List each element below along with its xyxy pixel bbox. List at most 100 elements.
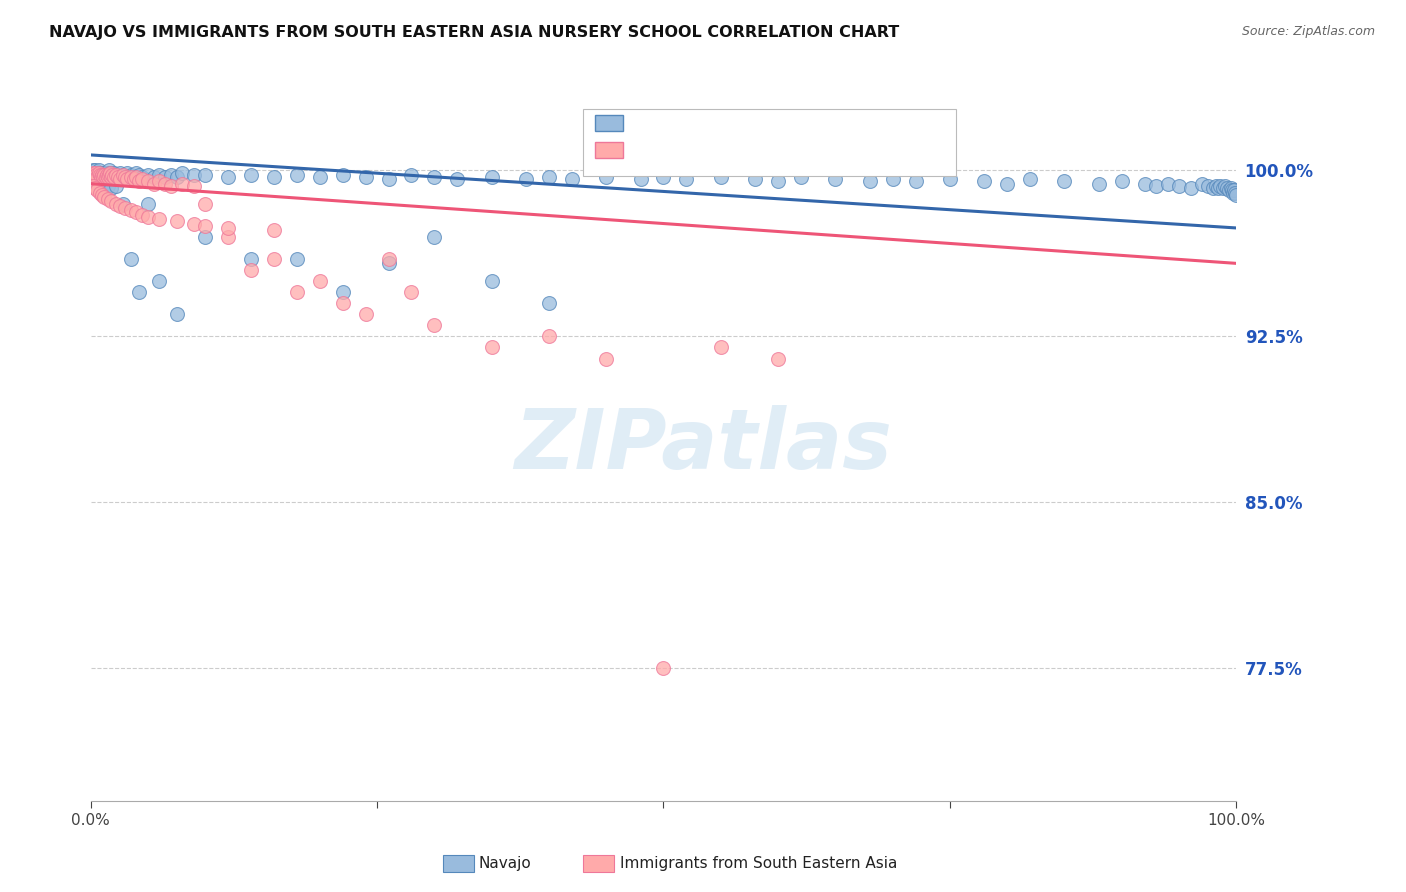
Point bbox=[285, 252, 308, 266]
Point bbox=[859, 174, 882, 188]
Point bbox=[94, 169, 117, 184]
Point bbox=[217, 169, 239, 184]
Point bbox=[790, 169, 813, 184]
Point bbox=[1168, 178, 1191, 193]
Point bbox=[354, 169, 377, 184]
Point bbox=[91, 168, 114, 182]
Point bbox=[652, 169, 675, 184]
Point bbox=[122, 172, 145, 186]
Point bbox=[1019, 172, 1042, 186]
Point bbox=[86, 177, 108, 191]
Point bbox=[100, 194, 122, 209]
Point bbox=[377, 252, 399, 266]
Point bbox=[166, 169, 188, 184]
Point bbox=[194, 229, 217, 244]
Point bbox=[423, 229, 446, 244]
Point bbox=[114, 169, 136, 184]
Point bbox=[1225, 187, 1247, 202]
Point bbox=[136, 196, 159, 211]
Point bbox=[91, 169, 114, 184]
Point bbox=[159, 178, 181, 193]
Point bbox=[1180, 181, 1202, 195]
Point bbox=[87, 163, 110, 178]
Point bbox=[240, 168, 263, 182]
Point bbox=[98, 166, 121, 180]
Point bbox=[595, 351, 617, 366]
Point bbox=[100, 168, 122, 182]
Point bbox=[1088, 177, 1111, 191]
Point bbox=[82, 166, 104, 180]
Point bbox=[90, 169, 112, 184]
Point bbox=[110, 199, 132, 213]
Text: ZIPatlas: ZIPatlas bbox=[515, 406, 891, 486]
Point bbox=[128, 168, 150, 182]
Point bbox=[111, 168, 134, 182]
Point bbox=[97, 192, 120, 206]
Point bbox=[110, 172, 132, 186]
Point bbox=[159, 168, 181, 182]
Point bbox=[481, 341, 503, 355]
Point bbox=[86, 168, 108, 182]
Point bbox=[86, 183, 108, 197]
Point bbox=[97, 163, 120, 178]
Point bbox=[107, 169, 129, 184]
Point bbox=[89, 166, 111, 180]
Point bbox=[652, 661, 675, 675]
Point bbox=[104, 196, 127, 211]
Point bbox=[183, 168, 205, 182]
Point bbox=[423, 169, 446, 184]
Point bbox=[285, 168, 308, 182]
Point bbox=[103, 169, 125, 184]
Point bbox=[136, 210, 159, 224]
Point bbox=[122, 169, 145, 184]
Point bbox=[1197, 178, 1219, 193]
Point bbox=[97, 168, 120, 182]
Point bbox=[194, 219, 217, 233]
Point bbox=[194, 168, 217, 182]
Point bbox=[131, 172, 153, 186]
Point bbox=[166, 214, 188, 228]
Point bbox=[377, 172, 399, 186]
Point bbox=[973, 174, 995, 188]
Point bbox=[1111, 174, 1133, 188]
Point bbox=[537, 296, 560, 310]
Point bbox=[240, 252, 263, 266]
Text: NAVAJO VS IMMIGRANTS FROM SOUTH EASTERN ASIA NURSERY SCHOOL CORRELATION CHART: NAVAJO VS IMMIGRANTS FROM SOUTH EASTERN … bbox=[49, 25, 900, 40]
Point bbox=[89, 168, 111, 182]
Point bbox=[117, 172, 139, 186]
Text: Navajo: Navajo bbox=[478, 856, 531, 871]
Point bbox=[172, 166, 194, 180]
Point bbox=[100, 169, 122, 184]
Point bbox=[194, 196, 217, 211]
Point bbox=[515, 172, 537, 186]
Point bbox=[166, 307, 188, 321]
Point bbox=[148, 174, 170, 188]
Point bbox=[101, 169, 124, 184]
Point bbox=[153, 177, 176, 191]
Point bbox=[142, 169, 165, 184]
Point bbox=[561, 172, 583, 186]
Point bbox=[101, 168, 124, 182]
Point bbox=[377, 256, 399, 270]
Point bbox=[148, 212, 170, 227]
Point bbox=[117, 166, 139, 180]
Point bbox=[97, 169, 120, 184]
Point bbox=[86, 169, 108, 184]
Point bbox=[1156, 177, 1178, 191]
Point bbox=[1209, 178, 1232, 193]
Point bbox=[90, 178, 112, 193]
Point bbox=[240, 263, 263, 277]
Point bbox=[80, 168, 103, 182]
Point bbox=[97, 178, 120, 193]
Point bbox=[120, 169, 142, 184]
Point bbox=[1206, 181, 1229, 195]
Point bbox=[120, 168, 142, 182]
Point bbox=[136, 174, 159, 188]
Point bbox=[308, 274, 330, 288]
Point bbox=[104, 168, 127, 182]
Point bbox=[83, 174, 105, 188]
Point bbox=[125, 205, 148, 219]
Point bbox=[1223, 183, 1246, 197]
Point bbox=[98, 166, 121, 180]
Point bbox=[93, 181, 115, 195]
